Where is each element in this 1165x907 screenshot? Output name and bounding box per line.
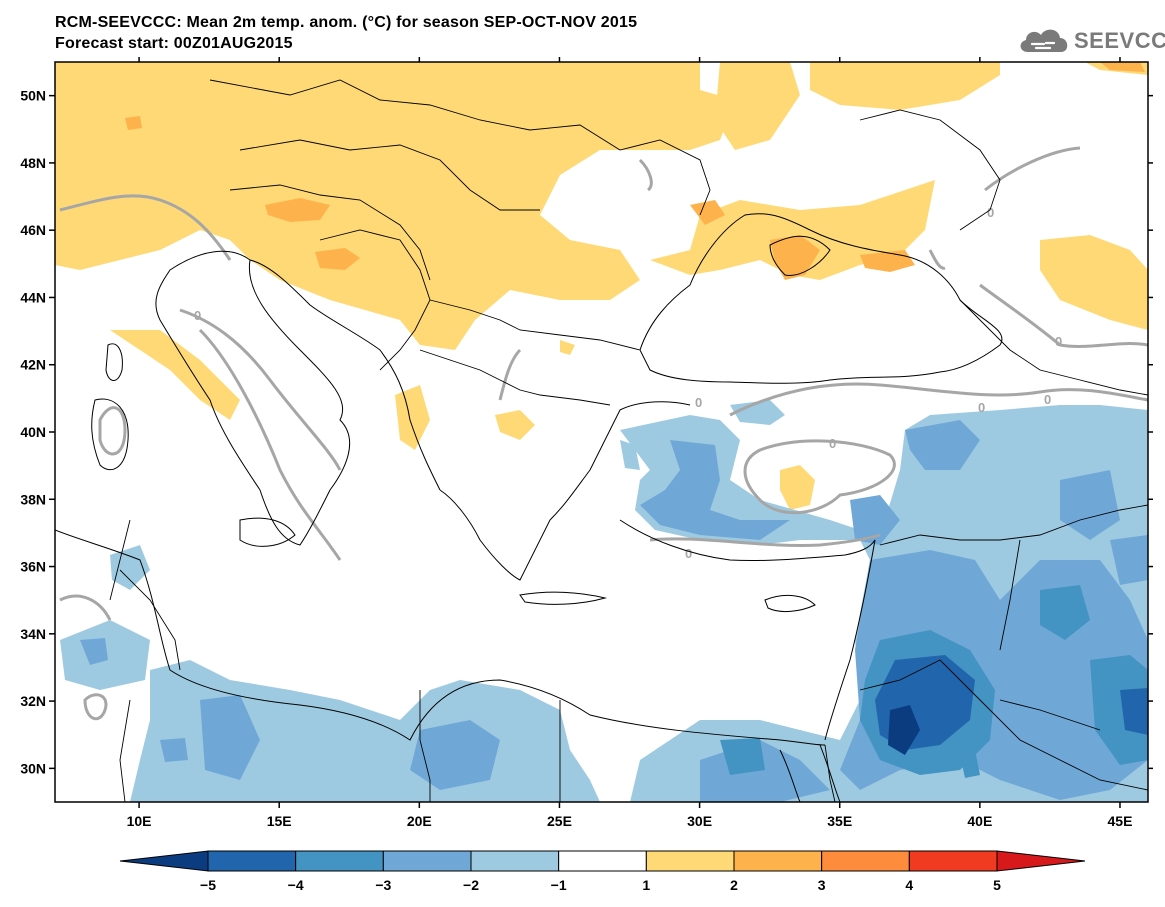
colorbar-swatch [821, 850, 910, 872]
contour-label: 0 [695, 395, 702, 410]
red-sea-coast [779, 744, 841, 802]
contour-label: 0 [194, 308, 201, 323]
lat-tick-label: 36N [20, 559, 46, 575]
logo-text: SEEVCCC [1074, 28, 1165, 53]
seevccc-logo: SEEVCCC [1016, 22, 1165, 58]
lon-tick-label: 15E [267, 813, 292, 829]
zero-contour-labels: 0 0 0 0 0 0 0 0 [194, 205, 1062, 561]
negative-anomaly-fields-5 [888, 705, 920, 755]
latitude-axis: 30N 32N 34N 36N 38N 40N 42N 44N 46N 48N 50N [20, 88, 1153, 776]
zero-anomaly-contours [59, 146, 1148, 721]
colorbar-swatch [908, 850, 998, 872]
colorbar-label: −1 [551, 877, 567, 893]
sicily-coast [239, 517, 296, 547]
colorbar-label: 2 [730, 877, 738, 893]
lon-tick-label: 10E [127, 813, 152, 829]
lat-tick-label: 34N [20, 626, 46, 642]
colorbar-extend-low [119, 850, 209, 872]
lat-tick-label: 48N [20, 155, 46, 171]
lon-tick-label: 40E [967, 813, 992, 829]
lat-tick-label: 38N [20, 491, 46, 507]
contour-label: 0 [987, 205, 994, 220]
lon-tick-label: 20E [407, 813, 432, 829]
contour-label: 0 [1044, 392, 1051, 407]
colorbar-label: −4 [288, 877, 304, 893]
colorbar-label: −3 [375, 877, 391, 893]
lon-tick-label: 25E [547, 813, 572, 829]
colorbar-swatch [470, 850, 560, 872]
colorbar-swatch [733, 850, 823, 872]
lat-tick-label: 44N [20, 289, 46, 305]
colorbar-label: 1 [642, 877, 650, 893]
contour-label: 0 [1055, 334, 1062, 349]
lat-tick-label: 40N [20, 424, 46, 440]
crimea-coast [769, 235, 831, 276]
colorbar-label: 4 [905, 877, 913, 893]
contour-label: 0 [829, 436, 836, 451]
cloud-icon [1020, 29, 1068, 52]
lat-tick-label: 46N [20, 222, 46, 238]
lat-tick-label: 30N [20, 760, 46, 776]
colorbar-swatch [645, 850, 735, 872]
map-area: 0 0 0 0 0 0 0 0 [55, 62, 1148, 802]
lon-tick-label: 35E [827, 813, 852, 829]
levant-coast [824, 539, 876, 741]
colorbar-label: 3 [818, 877, 826, 893]
country-borders [109, 79, 1148, 802]
contour-label: 0 [978, 400, 985, 415]
greece-coast [439, 401, 691, 581]
colorbar-label: −2 [463, 877, 479, 893]
colorbar-extend-high [996, 850, 1086, 872]
title-line-2: Forecast start: 00Z01AUG2015 [55, 35, 293, 52]
lon-tick-label: 45E [1108, 813, 1133, 829]
map-title: RCM-SEEVCCC: Mean 2m temp. anom. (°C) fo… [55, 12, 637, 54]
colorbar-label: 5 [993, 877, 1001, 893]
cyprus-coast [764, 594, 816, 613]
colorbar-label: −5 [200, 877, 216, 893]
colorbar-swatch [558, 850, 647, 872]
crete-coast [519, 591, 607, 605]
lat-tick-label: 32N [20, 693, 46, 709]
lat-tick-label: 42N [20, 357, 46, 373]
colorbar-swatch [207, 850, 297, 872]
lat-tick-label: 50N [20, 88, 46, 104]
adriatic-coast [249, 259, 441, 491]
colorbar-swatch [295, 850, 384, 872]
longitude-axis: 10E 15E 20E 25E 30E 35E 40E 45E [127, 57, 1133, 829]
sardinia-coast [91, 398, 129, 471]
italy-coast [155, 250, 350, 546]
contour-label: 0 [685, 546, 692, 561]
lon-tick-label: 30E [687, 813, 712, 829]
corsica-coast [105, 343, 123, 381]
title-line-1: RCM-SEEVCCC: Mean 2m temp. anom. (°C) fo… [55, 14, 638, 31]
anatolia-coast [619, 519, 876, 562]
colorbar-swatch [382, 850, 472, 872]
colorbar: −5 −4 −3 −2 −1 1 2 3 4 5 [119, 850, 1086, 893]
